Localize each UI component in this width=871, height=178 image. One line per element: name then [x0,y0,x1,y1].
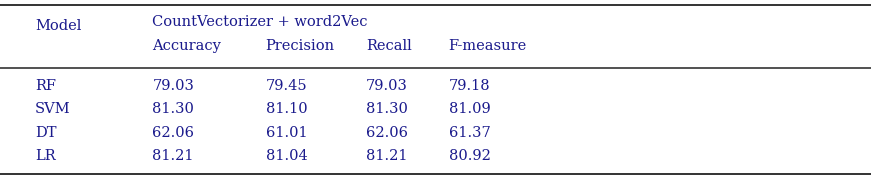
Text: RF: RF [35,79,56,93]
Text: Accuracy: Accuracy [152,39,221,53]
Text: 81.10: 81.10 [266,103,307,116]
Text: 81.04: 81.04 [266,149,307,163]
Text: 79.45: 79.45 [266,79,307,93]
Text: 81.30: 81.30 [366,103,408,116]
Text: Precision: Precision [266,39,334,53]
Text: 61.01: 61.01 [266,126,307,140]
Text: 79.18: 79.18 [449,79,490,93]
Text: 61.37: 61.37 [449,126,490,140]
Text: 81.21: 81.21 [152,149,194,163]
Text: 81.30: 81.30 [152,103,194,116]
Text: LR: LR [35,149,56,163]
Text: F-measure: F-measure [449,39,527,53]
Text: 81.09: 81.09 [449,103,490,116]
Text: 62.06: 62.06 [152,126,194,140]
Text: 81.21: 81.21 [366,149,408,163]
Text: CountVectorizer + word2Vec: CountVectorizer + word2Vec [152,15,368,29]
Text: DT: DT [35,126,57,140]
Text: 80.92: 80.92 [449,149,490,163]
Text: 62.06: 62.06 [366,126,408,140]
Text: Model: Model [35,19,81,33]
Text: Recall: Recall [366,39,412,53]
Text: 79.03: 79.03 [366,79,408,93]
Text: 79.03: 79.03 [152,79,194,93]
Text: SVM: SVM [35,103,71,116]
